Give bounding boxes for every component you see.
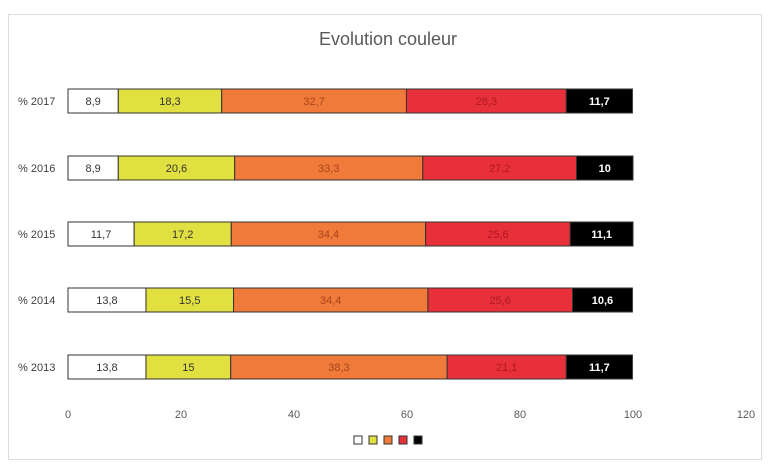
data-label: 25,6 bbox=[490, 295, 511, 307]
bar-segment bbox=[67, 88, 119, 114]
category-label: % 2014 bbox=[18, 295, 55, 307]
bar-segment bbox=[117, 155, 236, 181]
bar-segment bbox=[405, 88, 567, 114]
data-label: 11,7 bbox=[91, 229, 112, 241]
legend-swatch bbox=[398, 435, 408, 445]
x-tick-label: 60 bbox=[401, 409, 413, 421]
data-label: 28,3 bbox=[476, 96, 497, 108]
x-tick-label: 80 bbox=[514, 409, 526, 421]
legend-swatch bbox=[413, 435, 423, 445]
category-label: % 2015 bbox=[18, 229, 55, 241]
bar-segment bbox=[565, 354, 633, 380]
data-label: 11,7 bbox=[589, 362, 610, 374]
bar-segment bbox=[67, 287, 147, 313]
data-label: 20,6 bbox=[166, 163, 187, 175]
bar-segment bbox=[234, 155, 424, 181]
bar-segment bbox=[565, 88, 633, 114]
chart-title: Evolution couleur bbox=[319, 29, 457, 49]
category-label: % 2017 bbox=[18, 96, 55, 108]
bar-segment bbox=[117, 88, 223, 114]
data-label: 15,5 bbox=[179, 295, 200, 307]
x-tick-label: 100 bbox=[624, 409, 642, 421]
bar-segment bbox=[233, 287, 429, 313]
data-label: 34,4 bbox=[318, 229, 339, 241]
category-label: % 2013 bbox=[18, 362, 55, 374]
bar-segment bbox=[67, 155, 119, 181]
data-label: 11,1 bbox=[591, 229, 612, 241]
data-label: 15 bbox=[182, 362, 194, 374]
data-label: 17,2 bbox=[172, 229, 193, 241]
x-tick-label: 40 bbox=[288, 409, 300, 421]
bar-segment bbox=[572, 287, 633, 313]
x-tick-label: 20 bbox=[175, 409, 187, 421]
data-label: 13,8 bbox=[96, 295, 117, 307]
data-label: 33,3 bbox=[318, 163, 339, 175]
data-label: 38,3 bbox=[328, 362, 349, 374]
bar-segment bbox=[569, 221, 634, 247]
data-label: 25,6 bbox=[487, 229, 508, 241]
data-label: 10,6 bbox=[592, 295, 613, 307]
data-label: 8,9 bbox=[85, 163, 100, 175]
data-label: 34,4 bbox=[320, 295, 341, 307]
data-label: 27,2 bbox=[489, 163, 510, 175]
category-label: % 2016 bbox=[18, 163, 55, 175]
bar-segment bbox=[145, 287, 235, 313]
data-label: 21,1 bbox=[496, 362, 517, 374]
data-label: 8,9 bbox=[85, 96, 100, 108]
bar-segment bbox=[576, 155, 634, 181]
x-tick-label: 0 bbox=[65, 409, 71, 421]
data-label: 18,3 bbox=[159, 96, 180, 108]
bar-segment bbox=[133, 221, 232, 247]
bar-segment bbox=[446, 354, 567, 380]
data-label: 32,7 bbox=[303, 96, 324, 108]
bar-segment bbox=[422, 155, 577, 181]
legend-swatch bbox=[353, 435, 363, 445]
bar-segment bbox=[427, 287, 574, 313]
data-label: 11,7 bbox=[589, 96, 610, 108]
x-tick-label: 120 bbox=[737, 409, 755, 421]
data-label: 13,8 bbox=[96, 362, 117, 374]
bar-segment bbox=[67, 354, 147, 380]
bar-segment bbox=[145, 354, 232, 380]
bar-segment bbox=[230, 221, 427, 247]
chart-legend bbox=[353, 435, 423, 445]
bar-segment bbox=[67, 221, 135, 247]
legend-swatch bbox=[383, 435, 393, 445]
data-label: 10 bbox=[599, 163, 611, 175]
legend-swatch bbox=[368, 435, 378, 445]
